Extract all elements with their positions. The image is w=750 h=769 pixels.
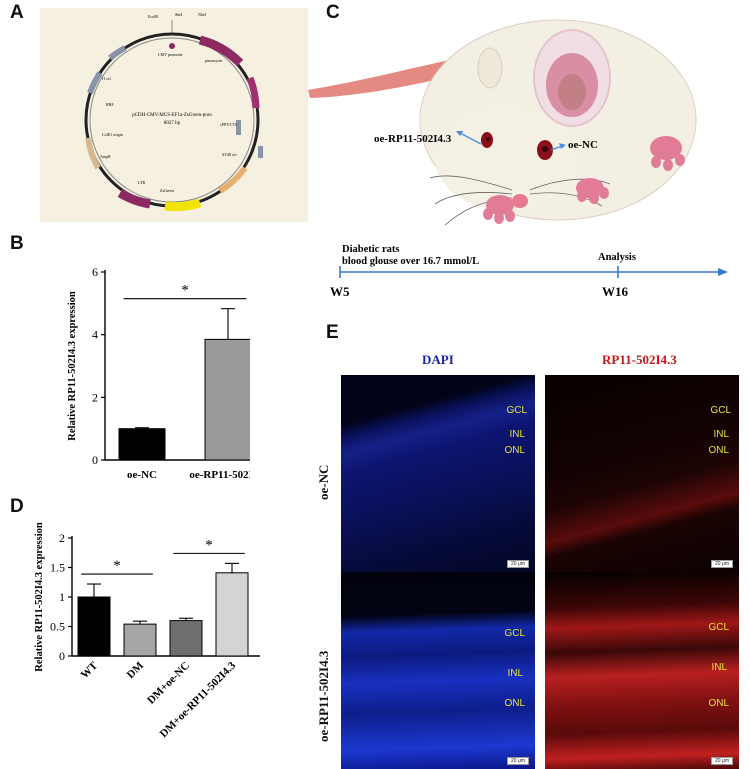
y-tick-label: 6	[92, 265, 98, 279]
chart-b: 0 2 4 6 Relative RP11-502I4.3 expression oe-N…	[67, 265, 250, 481]
plasmid-map-panel: pCDH-CMV-MCS-EF1a-ZsGreen-puro 8027 bp E…	[40, 8, 308, 222]
panel-label-c: C	[326, 2, 340, 23]
timeline-end: W16	[602, 284, 629, 299]
layer-gcl-label: GCL	[506, 405, 527, 416]
timeline-text-2: blood glouse over 16.7 mmol/L	[342, 256, 479, 267]
significance-star: *	[205, 537, 213, 553]
y-tick-label: 2	[92, 390, 98, 404]
rat-nose	[512, 194, 528, 208]
plasmid-name: pCDH-CMV-MCS-EF1a-ZsGreen-puro	[132, 113, 212, 118]
plasmid-label: RRE	[106, 102, 114, 107]
plasmid-label: LTR	[138, 180, 146, 185]
y-tick-label: 1.5	[50, 561, 65, 575]
bar	[169, 620, 203, 657]
micro-rp11-oe-rp11: GCL INL ONL 20 μm	[545, 572, 739, 769]
row-title-oe-nc: oe-NC	[316, 464, 331, 500]
bar	[77, 596, 111, 657]
layer-onl-label: ONL	[504, 445, 525, 456]
layer-onl-label: ONL	[504, 698, 525, 709]
plasmid-label: ColE1 origin	[102, 132, 123, 137]
column-title-rp11: RP11-502I4.3	[602, 352, 677, 367]
layer-onl-label: ONL	[708, 698, 729, 709]
x-tick-label: DM	[125, 659, 147, 681]
bar	[123, 623, 157, 657]
y-tick-label: 2	[59, 531, 65, 545]
y-tick-label: 1	[59, 590, 65, 604]
x-tick-label: oe-RP11-502I4.3	[189, 469, 250, 481]
plasmid-size: 8027 bp	[164, 121, 181, 126]
plasmid-label: NheI	[198, 12, 207, 17]
panel-label-a: A	[10, 2, 24, 23]
x-tick-label: DM+oe-NC	[145, 660, 192, 707]
bar	[204, 338, 250, 461]
significance-star: *	[181, 283, 189, 299]
y-axis-label: Relative RP11-502I4.3 expression	[34, 522, 45, 672]
micro-rp11-oe-nc: GCL INL ONL 20 μm	[545, 375, 739, 572]
plasmid-label: CMV promoter	[158, 52, 183, 57]
row-title-oe-rp11: oe-RP11-502I4.3	[316, 650, 331, 742]
rat-schematic: oe-RP11-502I4.3 oe-NC Diabetic rats bloo…	[308, 19, 728, 299]
micro-dapi-oe-rp11: GCL INL ONL 20 μm	[341, 572, 535, 769]
x-tick-label: WT	[79, 659, 101, 681]
scale-bar: 20 μm	[711, 560, 733, 568]
scale-bar: 20 μm	[507, 757, 529, 765]
chart-d: 0 0.5 1 1.5 2 Relative RP11-502I4.3 expressio…	[34, 522, 260, 740]
layer-gcl-label: GCL	[504, 628, 525, 639]
layer-inl-label: INL	[509, 429, 525, 440]
layer-onl-label: ONL	[708, 445, 729, 456]
layer-inl-label: INL	[507, 668, 523, 679]
layer-gcl-label: GCL	[710, 405, 731, 416]
layer-inl-label: INL	[711, 662, 727, 673]
scale-bar: 20 μm	[711, 757, 733, 765]
timeline-analysis: Analysis	[598, 252, 636, 263]
plasmid-map: pCDH-CMV-MCS-EF1a-ZsGreen-puro 8027 bp E…	[84, 12, 263, 212]
label-oe-rp11: oe-RP11-502I4.3	[374, 133, 452, 145]
plasmid-label: ZsGreen	[160, 188, 174, 193]
plasmid-label: f1 ori	[102, 76, 112, 81]
micro-dapi-oe-nc: GCL INL ONL 20 μm	[341, 375, 535, 572]
y-tick-label: 4	[92, 328, 98, 342]
x-tick-label: DM+oe-RP11-502I4.3	[158, 659, 239, 740]
column-title-dapi: DAPI	[422, 352, 454, 367]
panel-label-e: E	[326, 322, 339, 343]
plasmid-label: cPPT/CTS	[220, 122, 237, 127]
bar	[215, 572, 249, 657]
plasmid-label: puromycin	[205, 58, 222, 63]
scale-bar: 20 μm	[507, 560, 529, 568]
timeline-text-1: Diabetic rats	[342, 244, 399, 255]
significance-star: *	[113, 558, 121, 574]
plasmid-label: SV40 ori	[222, 152, 237, 157]
y-tick-label: 0	[59, 649, 65, 663]
panel-label-d: D	[10, 496, 24, 517]
layer-inl-label: INL	[713, 429, 729, 440]
plasmid-label: AmpR	[100, 154, 111, 159]
panel-label-b: B	[10, 233, 24, 254]
timeline-start: W5	[330, 284, 350, 299]
x-tick-label: oe-NC	[127, 469, 157, 481]
y-tick-label: 0	[92, 453, 98, 467]
plasmid-label: SbeI	[175, 12, 183, 17]
plasmid-label: EcoRI	[148, 14, 159, 19]
label-oe-nc: oe-NC	[568, 139, 598, 151]
y-tick-label: 0.5	[50, 620, 65, 634]
y-axis-label: Relative RP11-502I4.3 expression	[67, 291, 78, 441]
layer-gcl-label: GCL	[708, 622, 729, 633]
bar	[118, 428, 166, 461]
